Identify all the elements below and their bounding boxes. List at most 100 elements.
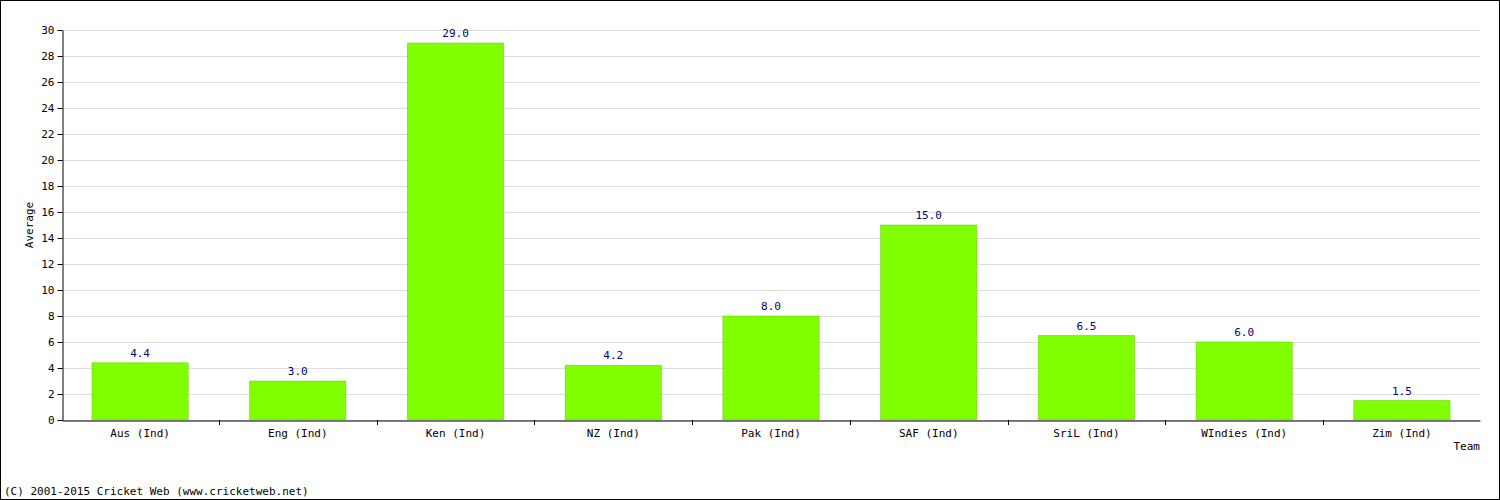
x-separator [850,420,851,425]
y-tick-mark [58,212,63,213]
bar [407,43,503,420]
y-tick-label: 6 [48,336,55,349]
data-label: 3.0 [288,365,308,378]
y-tick-mark [58,134,63,135]
y-tick-label: 28 [41,50,54,63]
y-tick-label: 16 [41,206,54,219]
y-tick-mark [58,30,63,31]
y-tick-mark [58,420,63,421]
y-tick-label: 10 [41,284,54,297]
y-tick: 8 [48,310,63,323]
x-separator [377,420,378,425]
y-tick: 2 [48,388,63,401]
y-tick: 20 [41,154,62,167]
x-tick: Ken (Ind) [426,421,486,441]
grid-line [62,82,1480,83]
x-separator [692,420,693,425]
y-tick: 22 [41,128,62,141]
x-separator [1323,420,1324,425]
y-tick: 0 [48,414,63,427]
y-tick-label: 12 [41,258,54,271]
bar [250,381,346,420]
data-label: 4.4 [130,347,150,360]
bar [1196,342,1292,420]
grid-line [62,420,1480,421]
y-tick: 30 [41,24,62,37]
frame [1,1,1500,500]
y-tick-label: 20 [41,154,54,167]
annotation: (C) 2001-2015 Cricket Web (www.cricketwe… [4,485,309,498]
y-axis: 024681012141618202224262830 [41,24,63,427]
bars [92,43,1450,420]
data-label: 4.2 [603,349,623,362]
y-tick-label: 8 [48,310,55,323]
y-axis-line [63,31,64,421]
y-tick: 14 [41,232,62,245]
bar [1354,401,1450,421]
y-tick-mark [58,108,63,109]
x-axis-line [63,421,1481,422]
x-axis: Aus (Ind) Eng (Ind) Ken (Ind) NZ (Ind) Pak (… [63,421,1481,441]
x-tick: Pak (Ind) [741,421,801,441]
y-tick: 26 [41,76,62,89]
y-tick: 16 [41,206,62,219]
data-labels: 4.43.029.04.28.015.06.56.01.5 [130,27,1412,398]
x-tick-label: Zim (Ind) [1372,427,1432,440]
bar [723,316,819,420]
data-label: 6.5 [1077,320,1097,333]
y-tick: 28 [41,50,62,63]
x-separator [1008,420,1009,425]
x-tick-label: Eng (Ind) [268,427,328,440]
y-tick: 24 [41,102,62,115]
y-tick-label: 14 [41,232,55,245]
y-tick: 12 [41,258,62,271]
bar [565,365,661,420]
y-tick-mark [58,264,63,265]
bar [1038,336,1134,421]
grid-line [62,108,1480,109]
grid-line [62,160,1480,161]
x-tick: SriL (Ind) [1053,421,1119,441]
x-tick-label: WIndies (Ind) [1201,427,1287,440]
x-tick: Zim (Ind) [1372,421,1432,441]
chart-svg: 024681012141618202224262830Aus (Ind)Eng … [0,0,1500,500]
x-separator [219,420,220,425]
grid-line [62,186,1480,187]
x-separators [220,420,1324,425]
y-axis-title: Average [23,202,36,248]
x-tick-label: NZ (Ind) [587,427,640,440]
y-tick-label: 22 [41,128,54,141]
data-label: 8.0 [761,300,781,313]
grid-line [62,30,1480,31]
y-tick-label: 0 [48,414,55,427]
y-tick-mark [58,290,63,291]
data-label: 6.0 [1234,326,1254,339]
y-tick-mark [58,238,63,239]
x-tick: WIndies (Ind) [1201,421,1287,441]
x-tick-label: SAF (Ind) [899,427,959,440]
x-tick-label: Pak (Ind) [741,427,801,440]
x-tick: NZ (Ind) [587,421,640,441]
y-tick-label: 30 [41,24,54,37]
x-separator [534,420,535,425]
x-tick: Aus (Ind) [110,421,170,441]
grid-line [62,238,1480,239]
y-tick-label: 26 [41,76,54,89]
x-tick-label: Ken (Ind) [426,427,486,440]
y-tick-label: 2 [48,388,55,401]
y-tick-label: 4 [48,362,55,375]
grid-line [62,290,1480,291]
data-label: 29.0 [442,27,469,40]
grid-line [62,264,1480,265]
y-tick-mark [58,82,63,83]
y-tick-mark [58,342,63,343]
grid-line [62,56,1480,57]
x-tick-label: SriL (Ind) [1053,427,1119,440]
x-tick: Eng (Ind) [268,421,328,441]
y-tick-mark [58,56,63,57]
y-tick-mark [58,316,63,317]
x-tick: SAF (Ind) [899,421,959,441]
data-label: 1.5 [1392,385,1412,398]
x-axis-title: Team [1454,440,1481,453]
y-tick: 4 [48,362,63,375]
